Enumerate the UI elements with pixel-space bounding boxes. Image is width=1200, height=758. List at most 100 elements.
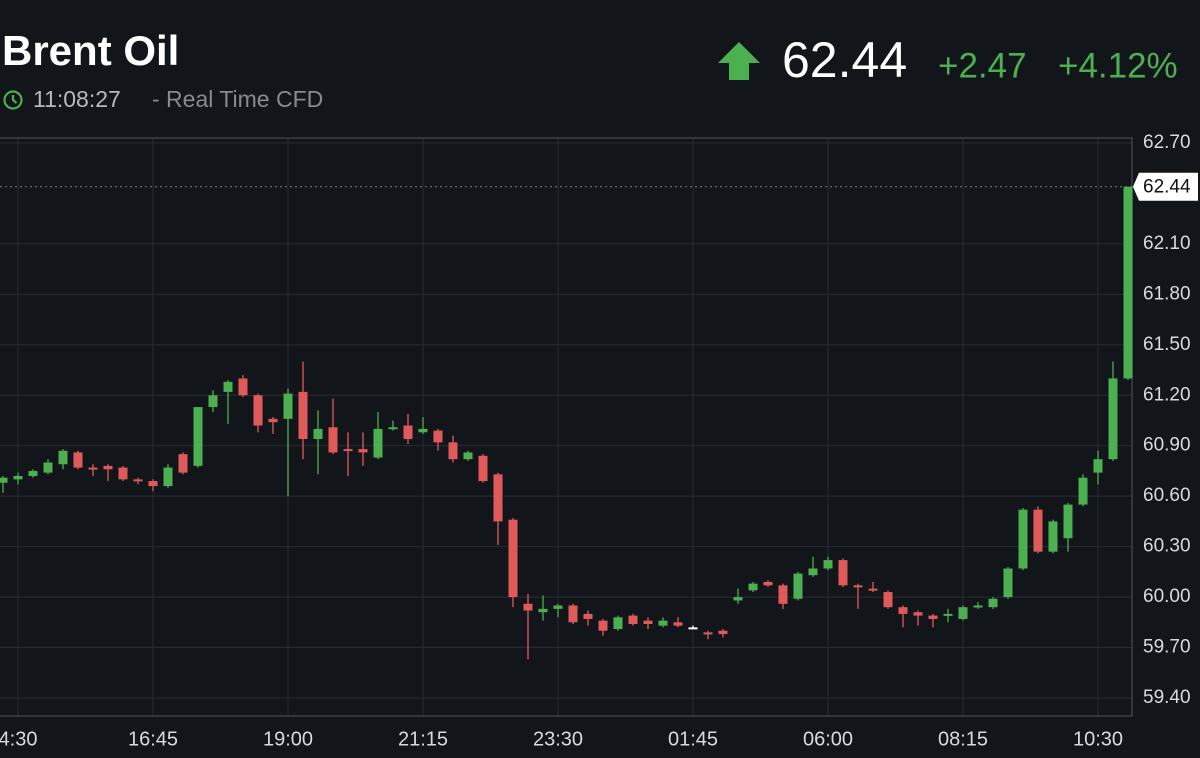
y-tick-label: 61.20 (1143, 384, 1191, 405)
candle-body (358, 449, 368, 453)
candle-body (538, 608, 548, 613)
candle-body (493, 474, 503, 522)
last-price: 62.44 (782, 32, 907, 88)
candle-body (433, 430, 443, 443)
candle-body (208, 395, 218, 408)
candle-body (523, 603, 533, 611)
candle-body (718, 630, 728, 635)
candle-body (1108, 378, 1118, 460)
x-tick-label: 19:00 (263, 728, 313, 750)
candle-body (88, 467, 98, 470)
candle-body (1018, 509, 1028, 569)
candle-body (943, 613, 953, 616)
candle-body (133, 479, 143, 482)
candle-body (853, 585, 863, 588)
candle-body (268, 418, 278, 423)
candle-body (838, 560, 848, 586)
candle-body (448, 442, 458, 460)
candle-body (688, 627, 698, 630)
x-tick-label: 21:15 (398, 728, 448, 750)
candle-body (0, 477, 8, 483)
candle-body (568, 605, 578, 623)
plot-area: 59.40 59.70 60.00 60.30 60.60 60.90 61.20 61.50… (0, 132, 1198, 750)
candle-body (778, 585, 788, 604)
update-time: 11:08:27 (33, 86, 121, 112)
x-tick-label: 06:00 (803, 728, 853, 750)
candle-body (1093, 459, 1103, 473)
candle-body (163, 467, 173, 487)
candle-body (283, 393, 293, 419)
candle-body (13, 476, 23, 480)
candle-body (973, 605, 983, 608)
x-tick-label: 23:30 (533, 728, 583, 750)
candle-body (43, 462, 53, 473)
candle-body (928, 615, 938, 619)
candle-body (178, 454, 188, 473)
data-source: - Real Time CFD (152, 86, 323, 112)
instrument-title: Brent Oil (2, 27, 179, 74)
candle-body (1123, 186, 1133, 379)
candle-body (868, 588, 878, 591)
candle-body (598, 620, 608, 631)
price-change-percent: +4.12% (1058, 46, 1178, 85)
price-change: +2.47 (938, 46, 1027, 85)
x-tick-label: 10:30 (1073, 728, 1123, 750)
y-tick-label: 60.90 (1143, 435, 1191, 456)
candle-body (553, 605, 563, 609)
y-tick-label: 60.30 (1143, 536, 1191, 557)
candle-body (148, 481, 158, 487)
candle-body (403, 425, 413, 439)
candle-body (748, 583, 758, 591)
candle-body (1078, 477, 1088, 505)
candle-body (418, 428, 428, 433)
candle-body (373, 428, 383, 458)
y-tick-label: 59.70 (1143, 637, 1191, 658)
candle-body (478, 455, 488, 482)
candle-body (643, 620, 653, 624)
candle-body (1003, 568, 1013, 598)
x-tick-label: 4:30 (0, 728, 37, 750)
candle-body (1048, 521, 1058, 552)
candle-body (223, 381, 233, 392)
y-tick-label: 59.40 (1143, 687, 1191, 708)
candle-body (703, 632, 713, 635)
y-tick-label: 62.70 (1143, 132, 1191, 153)
candle-body (28, 470, 38, 476)
up-arrow-icon (718, 42, 760, 80)
candle-body (1033, 509, 1043, 552)
candle-body (118, 467, 128, 480)
candle-body (793, 573, 803, 599)
candle-body (328, 427, 338, 453)
x-tick-label: 08:15 (938, 728, 988, 750)
candle-body (673, 622, 683, 626)
clock-icon (3, 90, 23, 110)
candle-body (883, 592, 893, 608)
candle-body (898, 607, 908, 614)
candle-body (613, 617, 623, 630)
candle-body (823, 560, 833, 569)
candle-body (808, 568, 818, 576)
x-tick-label: 16:45 (128, 728, 178, 750)
plot-frame (0, 137, 1133, 717)
candle-body (103, 465, 113, 470)
candle-body (238, 378, 248, 396)
candle-body (733, 597, 743, 601)
candle-body (298, 391, 308, 439)
candle-body (508, 519, 518, 598)
candle-body (343, 449, 353, 452)
current-price-label: 62.44 (1143, 177, 1191, 198)
candle-body (463, 452, 473, 460)
y-tick-label: 61.80 (1143, 283, 1191, 304)
candle-body (58, 450, 68, 465)
candle-body (388, 427, 398, 430)
candle-body (658, 620, 668, 626)
y-tick-label: 60.60 (1143, 485, 1191, 506)
candle-body (313, 428, 323, 439)
candle-body (253, 395, 263, 426)
candle-body (73, 452, 83, 468)
candle-body (913, 612, 923, 616)
candle-body (1063, 504, 1073, 539)
y-tick-label: 62.10 (1143, 233, 1191, 254)
